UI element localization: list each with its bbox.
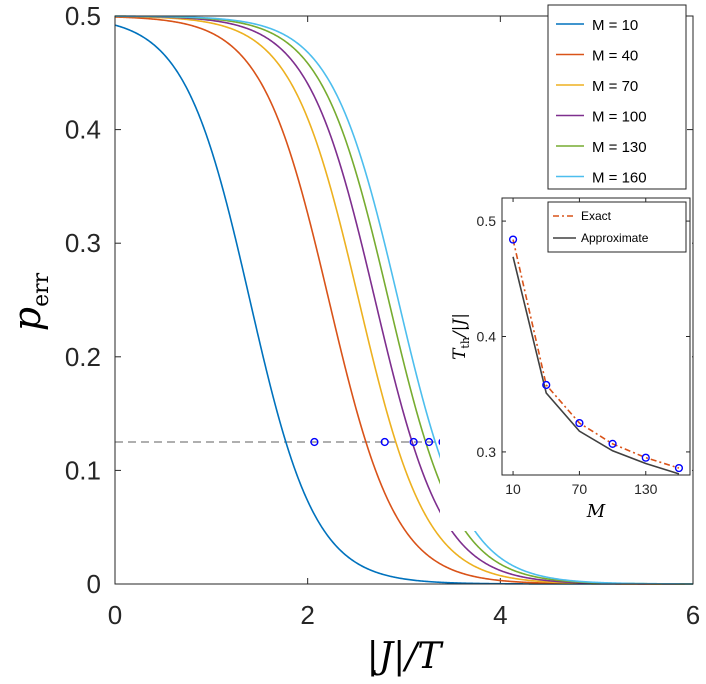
main-plot: 0 2 4 6 0 0.1 0.2 0.3 0.4 0.5 |J|/T perr M = 10 M = 4… <box>5 1 700 677</box>
y-tick-label: 0.1 <box>65 455 101 485</box>
legend-label: M = 100 <box>592 109 647 126</box>
x-tick-label: 0 <box>108 600 122 630</box>
inset-y-tick-label: 0.5 <box>477 213 497 229</box>
y-axis-label-sub: err <box>29 272 54 307</box>
legend-label: M = 10 <box>592 17 638 34</box>
inset-axes-box <box>501 197 691 476</box>
threshold-marker <box>380 437 389 447</box>
inset-marker <box>608 439 617 448</box>
inset-x-tick-label: 130 <box>634 481 658 497</box>
y-tick-label: 0.4 <box>65 115 101 145</box>
y-tick-label: 0.2 <box>65 342 101 372</box>
main-axes-box <box>114 15 694 585</box>
x-axis-label: |J|/T <box>367 636 445 677</box>
inset-x-tick-label: 10 <box>505 481 521 497</box>
inset-approximate-line <box>512 256 680 475</box>
y-tick-label: 0 <box>87 569 101 599</box>
series-line <box>115 15 693 585</box>
legend-label: M = 130 <box>592 139 647 156</box>
inset-y-tick-label: 0.3 <box>477 444 497 460</box>
inset-x-axis-label: M <box>586 501 606 522</box>
legend-label: M = 40 <box>592 48 638 65</box>
threshold-marker <box>409 437 418 447</box>
x-tick-label: 4 <box>493 600 507 630</box>
inset-x-tick-label: 70 <box>572 481 588 497</box>
legend-label: M = 70 <box>592 78 638 95</box>
inset-legend-label: Exact <box>581 209 612 223</box>
inset-marker <box>674 463 684 473</box>
inset-y-axis-label: Tth/|J| <box>450 313 472 360</box>
x-tick-label: 2 <box>300 600 314 630</box>
y-axis-label-main: p <box>5 307 49 331</box>
y-tick-label: 0.5 <box>65 1 101 31</box>
inset-legend-box <box>547 201 687 253</box>
inset-y-label-sub: th <box>459 337 472 349</box>
threshold-marker <box>310 437 319 447</box>
inset-y-tick-label: 0.4 <box>477 329 497 345</box>
x-tick-label: 6 <box>686 600 700 630</box>
inset-legend-label: Approximate <box>581 231 649 245</box>
inset-y-label-main: T <box>450 347 470 360</box>
main-legend-box <box>547 4 687 190</box>
inset-marker <box>575 418 584 428</box>
inset-marker <box>641 453 650 462</box>
inset-y-label-rest: /|J| <box>450 313 470 339</box>
inset-plot: 10 70 130 0.3 0.4 0.5 Exact Approximate M Tth/|J| <box>440 192 692 531</box>
inset-exact-line <box>512 239 680 469</box>
y-axis-label: perr <box>5 272 54 331</box>
threshold-marker <box>424 437 434 447</box>
y-tick-label: 0.3 <box>65 228 101 258</box>
inset-marker <box>542 380 551 390</box>
inset-marker <box>508 235 518 244</box>
legend-label: M = 160 <box>592 170 647 187</box>
